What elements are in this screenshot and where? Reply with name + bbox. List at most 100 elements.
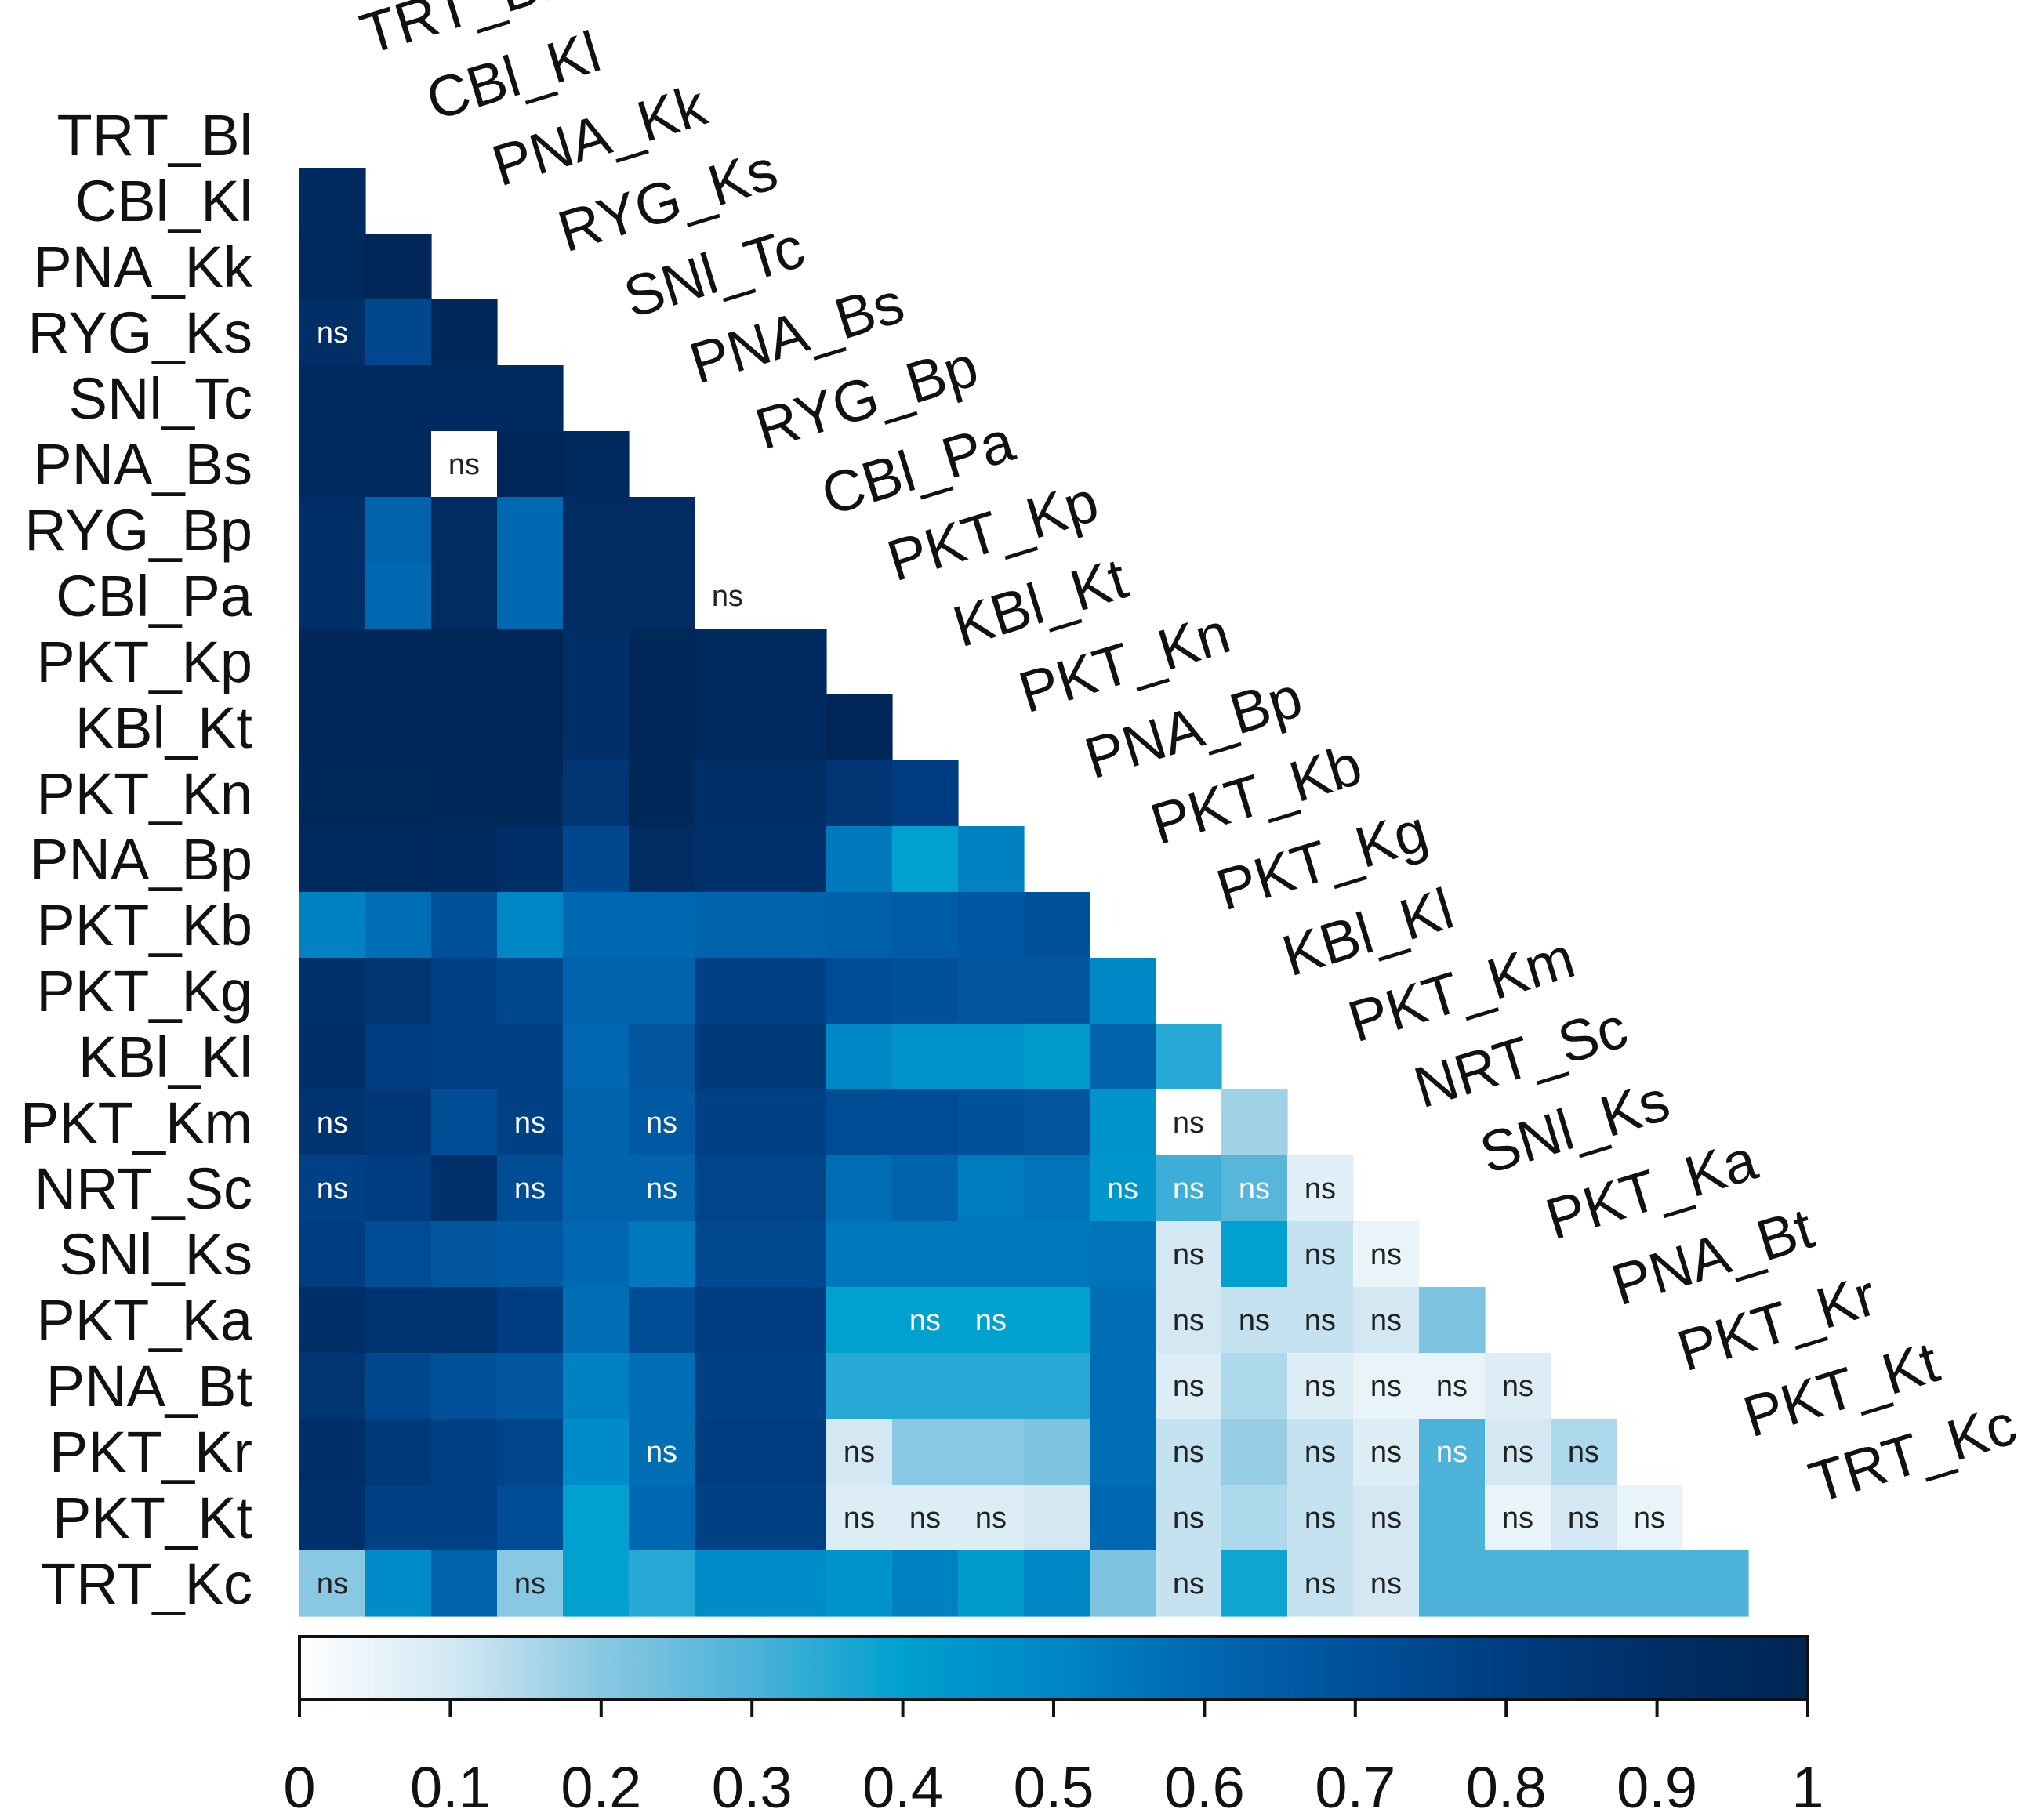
heatmap-cell bbox=[629, 563, 695, 629]
ns-label: ns bbox=[1173, 1107, 1204, 1140]
heatmap-cell bbox=[958, 1419, 1025, 1485]
heatmap-cell bbox=[892, 1287, 959, 1354]
ns-label: ns bbox=[1370, 1568, 1402, 1601]
ns-label: ns bbox=[1436, 1370, 1468, 1403]
row-label: PNA_Bs bbox=[33, 432, 252, 497]
row-label: PKT_Kb bbox=[36, 893, 252, 958]
heatmap-cell bbox=[826, 1089, 893, 1156]
heatmap-cell bbox=[431, 1353, 498, 1419]
heatmap-cell bbox=[892, 958, 959, 1024]
ns-label: ns bbox=[909, 1304, 941, 1337]
heatmap-cell bbox=[1485, 1353, 1551, 1419]
ns-label: ns bbox=[317, 1107, 348, 1140]
row-label: TRT_Bl bbox=[57, 103, 252, 168]
row-label: PNA_Bp bbox=[30, 827, 252, 892]
heatmap-cell bbox=[695, 1089, 761, 1156]
heatmap-cell bbox=[695, 629, 761, 695]
heatmap-cell bbox=[299, 760, 366, 827]
heatmap-cell bbox=[892, 826, 959, 893]
ns-label: ns bbox=[1173, 1436, 1204, 1469]
row-label: PKT_Kt bbox=[53, 1485, 252, 1550]
heatmap-cell bbox=[760, 826, 827, 893]
heatmap-cell bbox=[826, 1024, 893, 1090]
heatmap-cell bbox=[1024, 958, 1090, 1024]
heatmap-cell bbox=[365, 1024, 432, 1090]
heatmap-cell bbox=[629, 1221, 695, 1288]
heatmap-cell bbox=[892, 1550, 959, 1617]
heatmap-cell bbox=[892, 760, 959, 827]
ns-label: ns bbox=[1305, 1502, 1336, 1535]
heatmap-cell bbox=[365, 1550, 432, 1617]
ns-label: ns bbox=[1173, 1238, 1204, 1271]
heatmap-cell bbox=[892, 1155, 959, 1222]
heatmap-cell bbox=[1287, 1221, 1354, 1288]
heatmap-cell bbox=[958, 1155, 1025, 1222]
heatmap-cell bbox=[1090, 1353, 1156, 1419]
ns-label: ns bbox=[1436, 1436, 1468, 1469]
ns-label: ns bbox=[1370, 1238, 1402, 1271]
heatmap-cell bbox=[497, 1155, 564, 1222]
heatmap-cell bbox=[1024, 1485, 1090, 1551]
row-label: CBl_Pa bbox=[56, 564, 253, 629]
ns-label: ns bbox=[1173, 1568, 1204, 1601]
colorbar-gradient bbox=[298, 1635, 1809, 1701]
heatmap-cell bbox=[563, 760, 630, 827]
heatmap-cell bbox=[760, 1089, 827, 1156]
heatmap-cell bbox=[826, 694, 893, 761]
heatmap-cell bbox=[629, 497, 695, 564]
heatmap-cell bbox=[826, 1419, 893, 1485]
heatmap-cell bbox=[497, 629, 564, 695]
colorbar-tick-label: 0.2 bbox=[561, 1755, 641, 1820]
heatmap-cell bbox=[892, 1419, 959, 1485]
heatmap-cell bbox=[892, 1353, 959, 1419]
heatmap-cell bbox=[695, 1550, 761, 1617]
heatmap-cell bbox=[299, 563, 366, 629]
ns-label: ns bbox=[844, 1436, 875, 1469]
heatmap-cell bbox=[563, 1024, 630, 1090]
heatmap-cell bbox=[1419, 1287, 1486, 1354]
heatmap-cell bbox=[760, 760, 827, 827]
ns-label: ns bbox=[1634, 1502, 1665, 1535]
heatmap-cell bbox=[299, 168, 366, 234]
heatmap-cell bbox=[1287, 1287, 1354, 1354]
heatmap-cell bbox=[365, 497, 432, 564]
heatmap-cell bbox=[1419, 1485, 1486, 1551]
ns-label: ns bbox=[646, 1173, 677, 1205]
heatmap-cell bbox=[365, 299, 432, 366]
heatmap-cell bbox=[629, 1024, 695, 1090]
heatmap-cell bbox=[431, 299, 498, 366]
heatmap-cell bbox=[1156, 1419, 1222, 1485]
ns-label: ns bbox=[1502, 1502, 1533, 1535]
heatmap-cell bbox=[299, 826, 366, 893]
ns-label: ns bbox=[1568, 1436, 1599, 1469]
heatmap-cell bbox=[497, 1485, 564, 1551]
row-label: PNA_Kk bbox=[33, 234, 253, 299]
heatmap-cell bbox=[1485, 1485, 1551, 1551]
heatmap-cell bbox=[826, 1550, 893, 1617]
heatmap-cell bbox=[1221, 1287, 1288, 1354]
heatmap-cell bbox=[629, 1550, 695, 1617]
heatmap-cell bbox=[958, 1550, 1025, 1617]
colorbar: 0 0.1 0.2 0.3 0.4 0.5 0.6 0.7 0.8 0.9 1 bbox=[283, 1635, 1824, 1820]
colorbar-tick-label: 0.8 bbox=[1466, 1755, 1547, 1820]
ns-label: ns bbox=[646, 1107, 677, 1140]
heatmap-cell bbox=[1419, 1353, 1486, 1419]
ns-label: ns bbox=[1370, 1502, 1402, 1535]
heatmap-cell bbox=[826, 1485, 893, 1551]
ns-label: ns bbox=[317, 1173, 348, 1205]
heatmap-cell bbox=[497, 431, 564, 498]
ns-label: ns bbox=[1239, 1173, 1270, 1205]
heatmap-cell bbox=[1090, 1024, 1156, 1090]
heatmap-cell bbox=[695, 1221, 761, 1288]
heatmap-cell bbox=[1551, 1419, 1617, 1485]
heatmap-cell bbox=[826, 1155, 893, 1222]
heatmap-cell bbox=[1156, 1550, 1222, 1617]
row-label: PKT_Kr bbox=[49, 1419, 252, 1485]
heatmap-cell bbox=[365, 234, 432, 300]
heatmap-cell bbox=[431, 1024, 498, 1090]
heatmap-cell bbox=[695, 1353, 761, 1419]
heatmap-cell bbox=[695, 958, 761, 1024]
heatmap-cell bbox=[431, 1155, 498, 1222]
heatmap-cell bbox=[563, 431, 630, 498]
row-label: PKT_Ka bbox=[36, 1288, 252, 1353]
